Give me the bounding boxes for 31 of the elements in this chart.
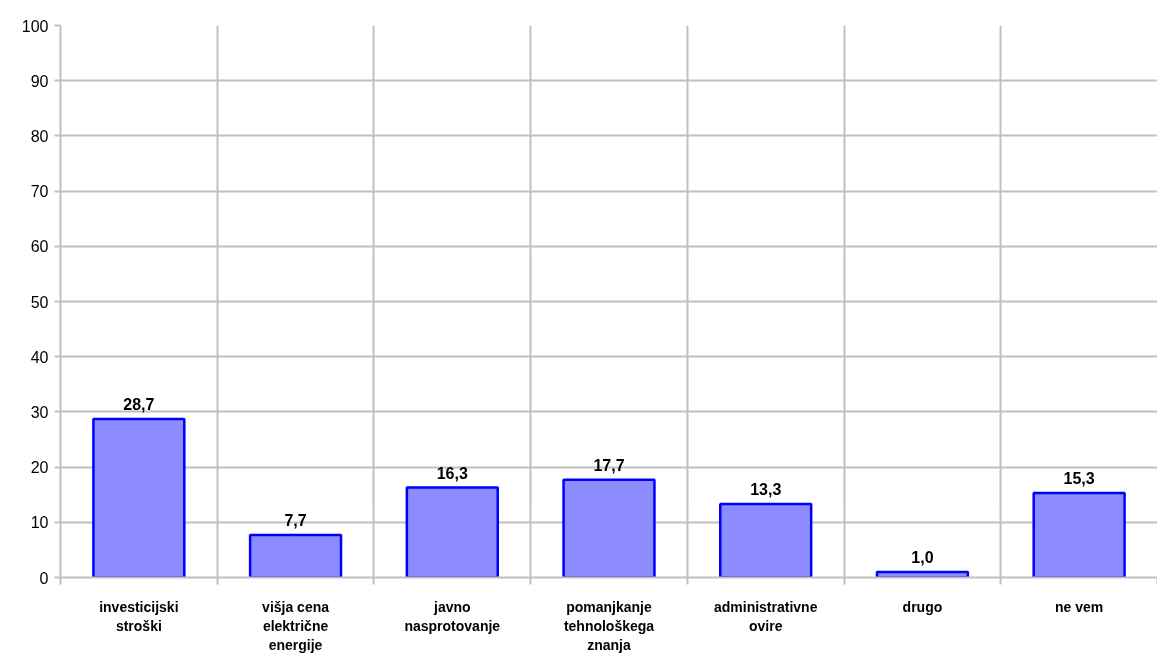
y-tick-label: 100: [21, 17, 49, 35]
y-tick-label: 90: [30, 72, 49, 90]
y-tick-label: 80: [30, 127, 49, 145]
y-tick-label: 0: [39, 569, 49, 587]
y-tick-label: 10: [30, 514, 49, 532]
y-tick-label: 30: [30, 403, 49, 421]
data-label: 17,7: [593, 456, 625, 474]
data-label: 13,3: [750, 481, 782, 499]
x-tick-label: pomanjkanje tehnološkega znanja: [563, 598, 655, 653]
y-tick-label: 50: [30, 293, 49, 311]
y-tick-label: 60: [30, 238, 49, 256]
x-tick-label: drugo: [902, 598, 943, 615]
bar: [562, 478, 656, 578]
bar: [92, 417, 186, 578]
bar: [1032, 491, 1126, 578]
data-label: 16,3: [436, 464, 468, 482]
bar: [719, 502, 813, 578]
x-tick-label: višja cena električne energije: [262, 598, 330, 653]
y-tick-label: 20: [30, 459, 49, 477]
x-tick-label: investicijski stroški: [99, 598, 179, 634]
x-tick-label: javno nasprotovanje: [404, 598, 501, 634]
y-tick-label: 40: [30, 348, 49, 366]
data-label: 15,3: [1063, 470, 1095, 488]
x-tick-label: ne vem: [1055, 598, 1104, 615]
data-label: 7,7: [284, 512, 307, 529]
data-label: 1,0: [911, 548, 934, 566]
x-tick-label: administrativne ovire: [713, 598, 818, 634]
data-label: 28,7: [123, 396, 155, 414]
bar: [405, 486, 499, 578]
bar: [248, 533, 343, 578]
y-tick-label: 70: [30, 183, 49, 201]
